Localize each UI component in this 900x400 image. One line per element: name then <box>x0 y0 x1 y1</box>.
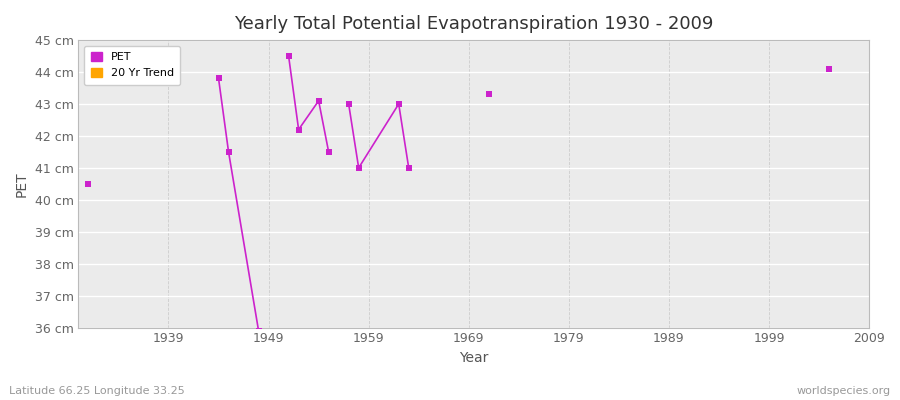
Y-axis label: PET: PET <box>15 171 29 197</box>
X-axis label: Year: Year <box>459 351 489 365</box>
Text: Latitude 66.25 Longitude 33.25: Latitude 66.25 Longitude 33.25 <box>9 386 184 396</box>
Text: worldspecies.org: worldspecies.org <box>796 386 891 396</box>
Legend: PET, 20 Yr Trend: PET, 20 Yr Trend <box>84 46 180 85</box>
Title: Yearly Total Potential Evapotranspiration 1930 - 2009: Yearly Total Potential Evapotranspiratio… <box>234 15 714 33</box>
